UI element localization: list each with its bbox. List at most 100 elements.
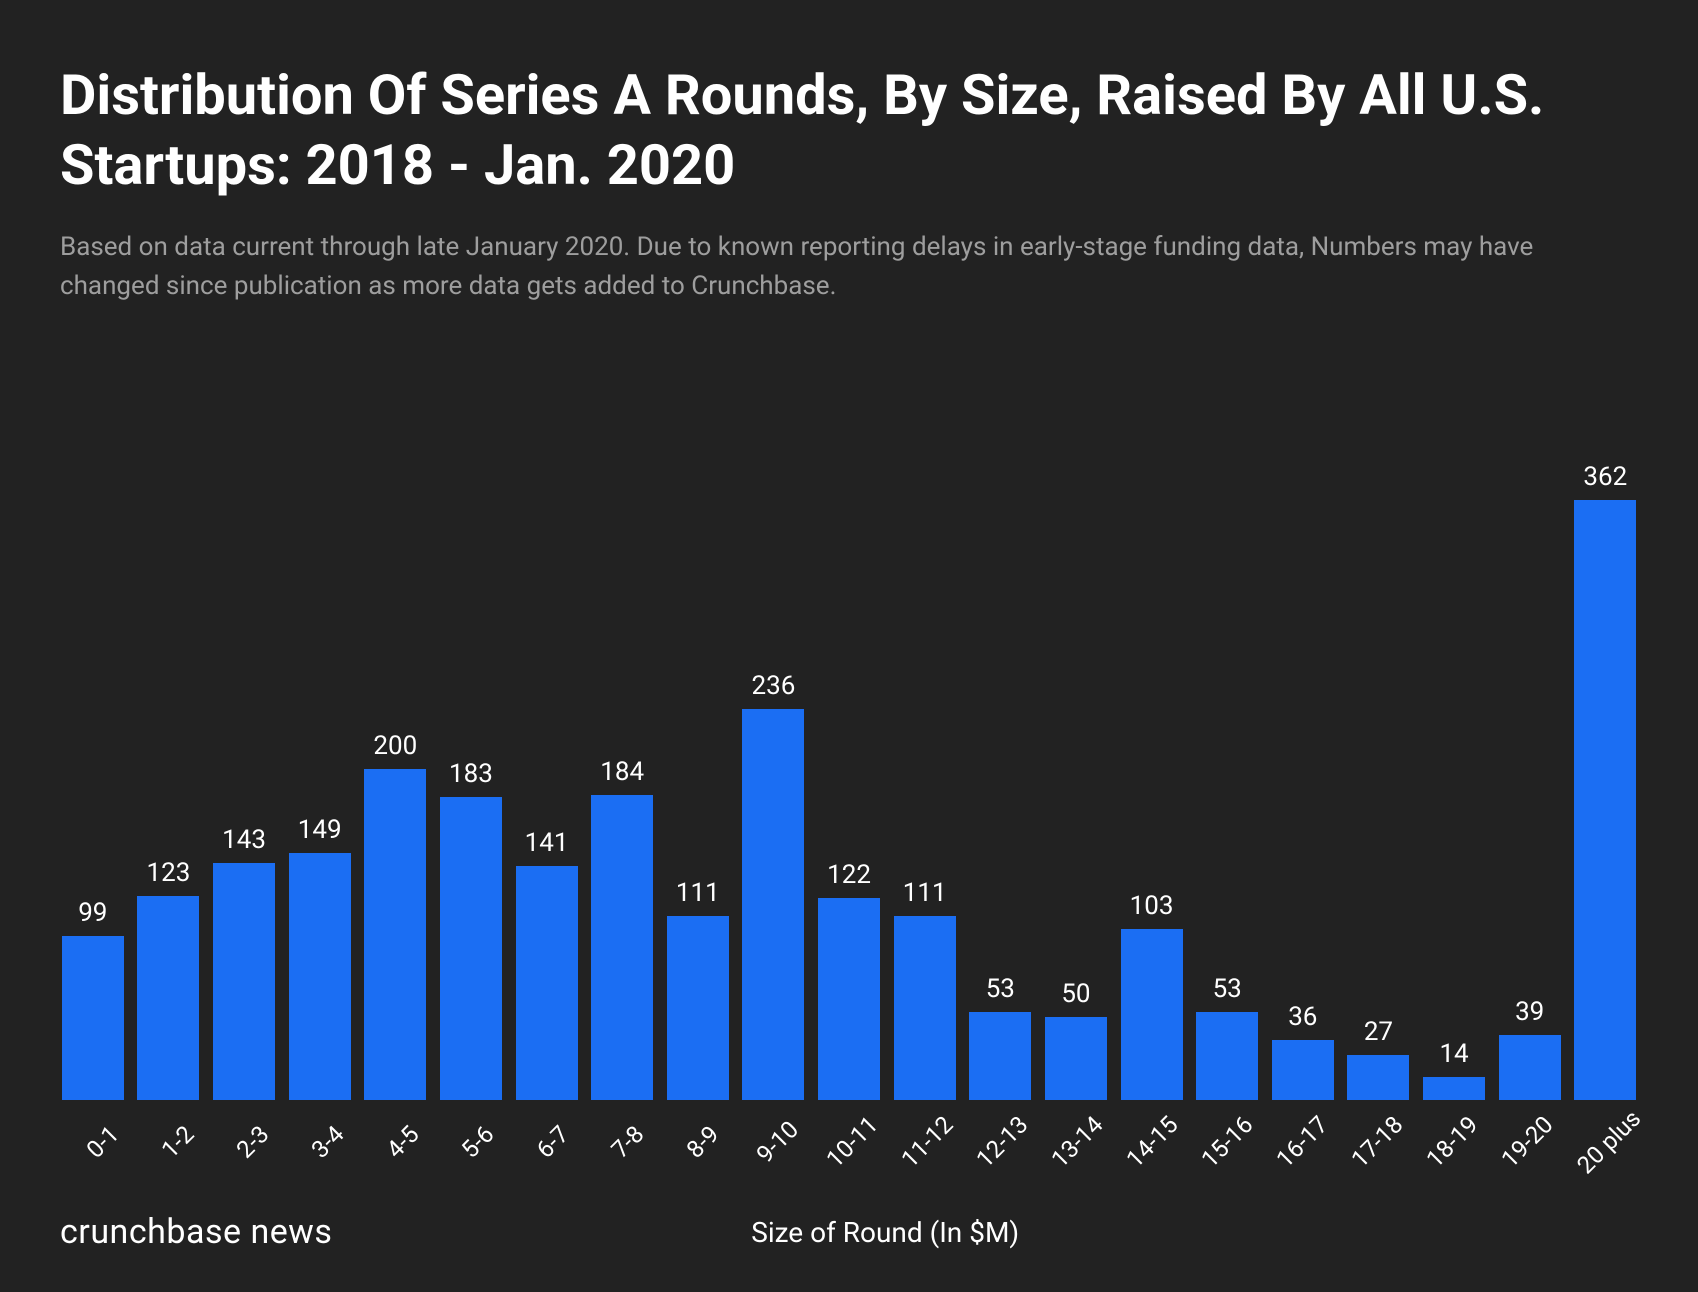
bar-group: 39 [1497, 460, 1563, 1100]
bar [289, 853, 351, 1100]
bar-group: 27 [1346, 460, 1412, 1100]
bar [667, 916, 729, 1100]
bar-value-label: 50 [1061, 979, 1090, 1009]
bar-group: 141 [514, 460, 580, 1100]
x-label-cell: 16-17 [1260, 1112, 1325, 1182]
bar-group: 36 [1270, 460, 1336, 1100]
bar-value-label: 143 [222, 825, 266, 855]
bar [591, 795, 653, 1100]
chart-subtitle: Based on data current through late Janua… [60, 228, 1560, 306]
bar [1121, 929, 1183, 1100]
bar-value-label: 123 [147, 858, 191, 888]
bar-value-label: 122 [827, 860, 871, 890]
x-label-cell: 6-7 [510, 1112, 575, 1182]
x-label: 17-18 [1346, 1111, 1409, 1174]
x-label: 11-12 [896, 1111, 959, 1174]
bar-group: 111 [665, 460, 731, 1100]
bar-group: 200 [363, 460, 429, 1100]
bar-value-label: 39 [1515, 997, 1544, 1027]
bar-group: 50 [1043, 460, 1109, 1100]
bar-value-label: 362 [1583, 462, 1627, 492]
bar-value-label: 149 [298, 815, 342, 845]
x-label-cell: 3-4 [285, 1112, 350, 1182]
bar [364, 769, 426, 1100]
bar [1272, 1040, 1334, 1100]
bar [213, 863, 275, 1100]
x-label: 3-4 [306, 1120, 350, 1164]
x-label-cell: 9-10 [735, 1112, 800, 1182]
x-label-cell: 20 plus [1560, 1112, 1638, 1182]
bar [516, 866, 578, 1100]
bar [1423, 1077, 1485, 1100]
bar-value-label: 111 [903, 878, 947, 908]
bar [137, 896, 199, 1100]
bar-group: 53 [968, 460, 1034, 1100]
x-label-cell: 12-13 [960, 1112, 1025, 1182]
bar-value-label: 200 [373, 731, 417, 761]
bar-group: 103 [1119, 460, 1185, 1100]
bar-value-label: 103 [1130, 891, 1174, 921]
bar [1574, 500, 1636, 1100]
x-label-cell: 5-6 [435, 1112, 500, 1182]
bar-value-label: 111 [676, 878, 720, 908]
x-label-cell: 11-12 [885, 1112, 950, 1182]
bar-group: 236 [741, 460, 807, 1100]
x-axis-title: Size of Round (In $M) [132, 1216, 1638, 1249]
chart-title: Distribution Of Series A Rounds, By Size… [60, 60, 1638, 200]
x-label-cell: 18-19 [1410, 1112, 1475, 1182]
x-label: 1-2 [156, 1120, 200, 1164]
x-label-cell: 4-5 [360, 1112, 425, 1182]
x-label: 8-9 [681, 1120, 725, 1164]
x-label: 12-13 [971, 1111, 1034, 1174]
bar-group: 111 [892, 460, 958, 1100]
bar [1499, 1035, 1561, 1100]
x-label-cell: 15-16 [1185, 1112, 1250, 1182]
bar-group: 123 [136, 460, 202, 1100]
x-label-cell: 17-18 [1335, 1112, 1400, 1182]
bar [1347, 1055, 1409, 1100]
bar-group: 362 [1573, 460, 1639, 1100]
x-label: 0-1 [81, 1120, 125, 1164]
footer: crunchbase news Size of Round (In $M) [60, 1212, 1638, 1252]
bar-group: 143 [211, 460, 277, 1100]
bar-value-label: 236 [752, 671, 796, 701]
x-labels-row: 0-1 1-22-3 3-4 4-5 5-6 6-7 7-8 8-99-10 10-1111-1… [60, 1112, 1638, 1182]
x-label: 5-6 [456, 1120, 500, 1164]
x-label: 10-11 [821, 1111, 884, 1174]
bar-group: 53 [1194, 460, 1260, 1100]
x-label: 14-15 [1121, 1111, 1184, 1174]
bar-group: 184 [589, 460, 655, 1100]
bar-value-label: 99 [78, 898, 107, 928]
x-label: 19-20 [1496, 1111, 1559, 1174]
bar-value-label: 53 [1213, 974, 1242, 1004]
bar [818, 898, 880, 1100]
bar [62, 936, 124, 1100]
x-label-cell: 19-20 [1485, 1112, 1550, 1182]
bar [1196, 1012, 1258, 1100]
bar-value-label: 184 [600, 757, 644, 787]
bar-group: 14 [1421, 460, 1487, 1100]
bar-value-label: 141 [525, 828, 569, 858]
x-label-cell: 13-14 [1035, 1112, 1100, 1182]
x-label-cell: 0-1 [60, 1112, 125, 1182]
bar [969, 1012, 1031, 1100]
bar-group: 122 [816, 460, 882, 1100]
x-label: 4-5 [381, 1120, 425, 1164]
x-label-cell: 2-3 [210, 1112, 275, 1182]
x-label-cell: 14-15 [1110, 1112, 1175, 1182]
x-label: 7-8 [606, 1120, 650, 1164]
x-label: 6-7 [531, 1120, 575, 1164]
bars-container: 99 123 143 149 200 183 141 184 111 236 122 111 53 50 1… [60, 460, 1638, 1100]
bar [440, 797, 502, 1100]
x-label: 13-14 [1046, 1111, 1109, 1174]
x-label: 15-16 [1196, 1111, 1259, 1174]
bar-value-label: 183 [449, 759, 493, 789]
bar-value-label: 36 [1288, 1002, 1317, 1032]
x-label: 18-19 [1421, 1111, 1484, 1174]
bar-value-label: 53 [986, 974, 1015, 1004]
x-label-cell: 1-2 [135, 1112, 200, 1182]
x-label-cell: 8-9 [660, 1112, 725, 1182]
x-label-cell: 7-8 [585, 1112, 650, 1182]
bar [1045, 1017, 1107, 1100]
bar-group: 183 [438, 460, 504, 1100]
